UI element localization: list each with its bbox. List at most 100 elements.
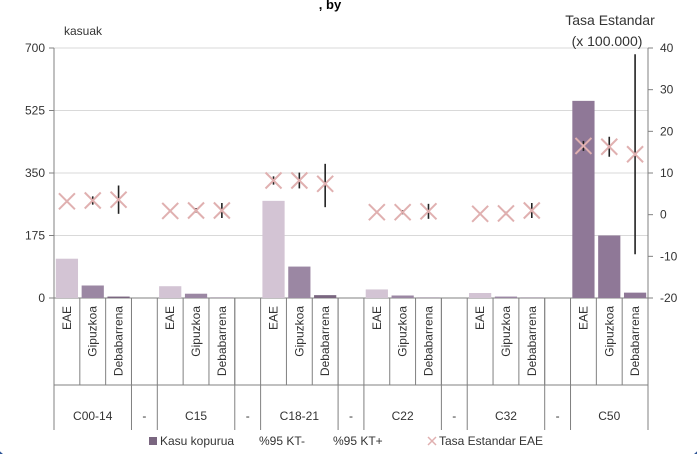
legend-label: Tasa Estandar EAE — [439, 434, 543, 448]
rate-marker-C00-14-Debabarrena — [109, 190, 128, 209]
bar-C18-21-EAE — [262, 200, 285, 298]
rate-marker-C32-Gipuzkoa — [497, 204, 515, 223]
group-label-C15: C15 — [185, 409, 207, 423]
rate-marker-stroke — [290, 171, 309, 190]
bar-C50-Debabarrena — [623, 292, 647, 298]
right-axis-label-line1: Tasa Estandar — [565, 12, 655, 28]
rate-marker-C15-Debabarrena — [213, 201, 231, 220]
bar-C50-Gipuzkoa — [598, 235, 621, 298]
category-label: Debabarrena — [628, 306, 642, 376]
rate-marker-C00-14-Gipuzkoa — [84, 191, 102, 210]
left-axis-label: kasuak — [64, 24, 103, 38]
bar-C00-14-Gipuzkoa — [81, 285, 104, 298]
category-label: Gipuzkoa — [189, 306, 203, 357]
rate-marker-stroke — [419, 202, 438, 221]
separator-label: - — [142, 409, 146, 423]
rate-marker-stroke — [109, 190, 128, 209]
bar-C50-EAE — [572, 100, 595, 298]
bar-C15-Gipuzkoa — [184, 293, 208, 298]
bar-C15-EAE — [159, 286, 182, 298]
group-label-C22: C22 — [392, 409, 414, 423]
separator-label: - — [349, 409, 353, 423]
category-label: EAE — [473, 306, 487, 330]
rate-marker-stroke — [626, 145, 644, 163]
rate-marker-stroke — [600, 138, 618, 156]
group-label-C32: C32 — [495, 409, 517, 423]
chart-title-fragment: , by — [319, 0, 342, 12]
left-tick-label: 350 — [25, 166, 45, 180]
group-label-C50: C50 — [598, 409, 620, 423]
category-label: EAE — [370, 306, 384, 330]
category-label: EAE — [267, 306, 281, 330]
bar-C00-14-Debabarrena — [107, 296, 130, 298]
group-label-C00-14: C00-14 — [73, 409, 113, 423]
separator-label: - — [246, 409, 250, 423]
rate-marker-stroke — [368, 203, 386, 221]
rate-marker-stroke — [393, 203, 412, 221]
rate-marker-C18-21-Debabarrena — [316, 175, 334, 193]
bar-C22-EAE — [365, 289, 388, 298]
rate-marker-stroke — [264, 171, 283, 190]
rate-marker-stroke — [471, 205, 489, 223]
legend-swatch-cross — [427, 436, 437, 446]
rate-marker-C50-Gipuzkoa — [600, 138, 618, 156]
separator-label: - — [556, 409, 560, 423]
rate-marker-C00-14-EAE — [58, 192, 76, 211]
right-tick-label: 20 — [660, 124, 674, 138]
category-label: EAE — [163, 306, 177, 330]
rate-marker-stroke — [84, 191, 102, 210]
category-label: Gipuzkoa — [499, 306, 513, 357]
category-label: Gipuzkoa — [396, 306, 410, 357]
rate-marker-stroke — [316, 175, 334, 193]
bar-C32-Gipuzkoa — [494, 296, 518, 298]
bar-C32-EAE — [469, 293, 492, 298]
rate-marker-stroke — [187, 201, 205, 220]
rate-marker-C50-Debabarrena — [626, 145, 644, 163]
category-label: EAE — [60, 306, 74, 330]
right-tick-label: 0 — [660, 208, 667, 222]
rate-marker-stroke — [161, 202, 179, 220]
rate-marker-C32-Debabarrena — [523, 201, 541, 220]
right-tick-label: -20 — [660, 291, 678, 305]
rate-marker-stroke — [497, 204, 515, 223]
bar-C18-21-Debabarrena — [314, 295, 337, 298]
legend-label: %95 KT+ — [333, 434, 383, 448]
category-label: Gipuzkoa — [86, 306, 100, 357]
rate-marker-C18-21-EAE — [264, 171, 283, 190]
left-tick-label: 700 — [25, 41, 45, 55]
left-tick-label: 525 — [25, 104, 45, 118]
left-tick-label: 0 — [38, 291, 45, 305]
rate-marker-C15-Gipuzkoa — [187, 201, 205, 220]
rate-marker-C18-21-Gipuzkoa — [290, 171, 309, 190]
rate-marker-C22-Debabarrena — [419, 202, 438, 221]
category-label: Debabarrena — [421, 306, 435, 376]
right-axis-label-line2: (x 100.000) — [572, 33, 643, 49]
right-tick-label: 40 — [660, 41, 674, 55]
right-tick-label: -10 — [660, 249, 678, 263]
right-tick-label: 10 — [660, 166, 674, 180]
rate-marker-stroke — [574, 137, 593, 155]
rate-marker-C22-Gipuzkoa — [393, 203, 412, 221]
group-label-C18-21: C18-21 — [280, 409, 320, 423]
separator-label: - — [452, 409, 456, 423]
rate-marker-C32-EAE — [471, 205, 489, 223]
rate-marker-stroke — [523, 201, 541, 220]
category-label: Gipuzkoa — [292, 306, 306, 357]
legend-label: Kasu kopurua — [160, 434, 234, 448]
rate-marker-C15-EAE — [161, 202, 179, 220]
rate-marker-stroke — [58, 192, 76, 211]
category-label: Debabarrena — [112, 306, 126, 376]
category-label: Gipuzkoa — [602, 306, 616, 357]
right-tick-label: 30 — [660, 83, 674, 97]
bar-C00-14-EAE — [55, 258, 79, 298]
category-label: Debabarrena — [318, 306, 332, 376]
category-label: Debabarrena — [525, 306, 539, 376]
rate-marker-stroke — [213, 201, 231, 220]
rate-marker-C50-EAE — [574, 137, 593, 155]
rate-marker-C22-EAE — [368, 203, 386, 221]
left-tick-label: 175 — [25, 229, 45, 243]
legend-label: %95 KT- — [259, 434, 305, 448]
legend-swatch-bar — [149, 437, 157, 445]
bar-C22-Gipuzkoa — [391, 295, 414, 298]
